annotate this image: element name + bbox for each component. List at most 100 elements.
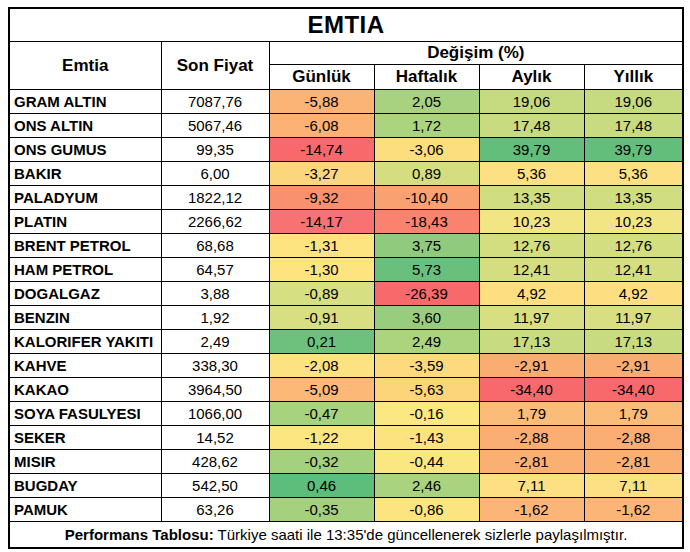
change-cell: -3,59 xyxy=(374,354,479,378)
change-cell: 19,06 xyxy=(479,90,584,114)
commodity-name: MISIR xyxy=(9,450,161,474)
table-row: BAKIR 6,00 -3,27 0,89 5,36 5,36 xyxy=(9,162,683,186)
table-row: PLATIN 2266,62 -14,17 -18,43 10,23 10,23 xyxy=(9,210,683,234)
change-cell: -5,09 xyxy=(269,378,374,402)
last-price: 3964,50 xyxy=(161,378,269,402)
commodity-name: GRAM ALTIN xyxy=(9,90,161,114)
change-cell: -0,47 xyxy=(269,402,374,426)
table-row: DOGALGAZ 3,88 -0,89 -26,39 4,92 4,92 xyxy=(9,282,683,306)
change-cell: 12,76 xyxy=(584,234,683,258)
table-title: EMTIA xyxy=(9,8,683,42)
performance-sheet: EMTIA Emtia Son Fiyat Değişim (%) Günlük… xyxy=(0,0,690,552)
change-cell: -0,16 xyxy=(374,402,479,426)
change-cell: 7,11 xyxy=(584,474,683,498)
footer-note: Performans Tablosu: Türkiye saati ile 13… xyxy=(9,522,683,549)
change-cell: -0,89 xyxy=(269,282,374,306)
last-price: 542,50 xyxy=(161,474,269,498)
change-cell: -5,88 xyxy=(269,90,374,114)
change-cell: 1,79 xyxy=(479,402,584,426)
change-cell: 5,36 xyxy=(479,162,584,186)
commodity-name: BUGDAY xyxy=(9,474,161,498)
change-cell: 12,41 xyxy=(479,258,584,282)
table-body: GRAM ALTIN 7087,76 -5,88 2,05 19,06 19,0… xyxy=(9,90,683,522)
change-cell: 13,35 xyxy=(479,186,584,210)
table-row: PALADYUM 1822,12 -9,32 -10,40 13,35 13,3… xyxy=(9,186,683,210)
change-cell: -1,22 xyxy=(269,426,374,450)
change-cell: 39,79 xyxy=(584,138,683,162)
commodity-name: ONS ALTIN xyxy=(9,114,161,138)
commodity-name: DOGALGAZ xyxy=(9,282,161,306)
last-price: 99,35 xyxy=(161,138,269,162)
commodity-name: BAKIR xyxy=(9,162,161,186)
table-row: GRAM ALTIN 7087,76 -5,88 2,05 19,06 19,0… xyxy=(9,90,683,114)
change-cell: 2,46 xyxy=(374,474,479,498)
commodity-name: SEKER xyxy=(9,426,161,450)
change-cell: 17,13 xyxy=(479,330,584,354)
change-cell: 2,05 xyxy=(374,90,479,114)
change-cell: -2,91 xyxy=(479,354,584,378)
col-header-degisim: Değişim (%) xyxy=(269,42,683,65)
table-row: KALORIFER YAKITI 2,49 0,21 2,49 17,13 17… xyxy=(9,330,683,354)
change-cell: 10,23 xyxy=(479,210,584,234)
commodity-name: PLATIN xyxy=(9,210,161,234)
last-price: 1,92 xyxy=(161,306,269,330)
change-cell: 0,89 xyxy=(374,162,479,186)
commodity-name: HAM PETROL xyxy=(9,258,161,282)
footer-row: Performans Tablosu: Türkiye saati ile 13… xyxy=(9,522,683,549)
last-price: 64,57 xyxy=(161,258,269,282)
last-price: 338,30 xyxy=(161,354,269,378)
col-header-haftalik: Haftalık xyxy=(374,65,479,90)
commodity-name: BENZIN xyxy=(9,306,161,330)
change-cell: -2,88 xyxy=(479,426,584,450)
table-row: BUGDAY 542,50 0,46 2,46 7,11 7,11 xyxy=(9,474,683,498)
change-cell: 4,92 xyxy=(479,282,584,306)
commodity-name: SOYA FASULYESI xyxy=(9,402,161,426)
table-row: ONS ALTIN 5067,46 -6,08 1,72 17,48 17,48 xyxy=(9,114,683,138)
table-row: KAKAO 3964,50 -5,09 -5,63 -34,40 -34,40 xyxy=(9,378,683,402)
change-cell: 2,49 xyxy=(374,330,479,354)
table-row: BENZIN 1,92 -0,91 3,60 11,97 11,97 xyxy=(9,306,683,330)
footer-note-text: Türkiye saati ile 13:35'de güncellenerek… xyxy=(214,526,628,543)
title-row: EMTIA xyxy=(9,8,683,42)
commodity-name: KALORIFER YAKITI xyxy=(9,330,161,354)
change-cell: 39,79 xyxy=(479,138,584,162)
change-cell: -2,91 xyxy=(584,354,683,378)
change-cell: 12,76 xyxy=(479,234,584,258)
change-cell: -34,40 xyxy=(479,378,584,402)
change-cell: 17,13 xyxy=(584,330,683,354)
table-row: SEKER 14,52 -1,22 -1,43 -2,88 -2,88 xyxy=(9,426,683,450)
change-cell: -1,62 xyxy=(584,498,683,522)
col-header-son-fiyat: Son Fiyat xyxy=(161,42,269,90)
last-price: 7087,76 xyxy=(161,90,269,114)
last-price: 68,68 xyxy=(161,234,269,258)
change-cell: -0,91 xyxy=(269,306,374,330)
table-row: SOYA FASULYESI 1066,00 -0,47 -0,16 1,79 … xyxy=(9,402,683,426)
last-price: 428,62 xyxy=(161,450,269,474)
commodity-name: PALADYUM xyxy=(9,186,161,210)
change-cell: 11,97 xyxy=(479,306,584,330)
table-row: HAM PETROL 64,57 -1,30 5,73 12,41 12,41 xyxy=(9,258,683,282)
last-price: 2,49 xyxy=(161,330,269,354)
last-price: 5067,46 xyxy=(161,114,269,138)
change-cell: -0,35 xyxy=(269,498,374,522)
commodity-name: KAKAO xyxy=(9,378,161,402)
change-cell: -3,06 xyxy=(374,138,479,162)
change-cell: -1,62 xyxy=(479,498,584,522)
change-cell: 0,21 xyxy=(269,330,374,354)
change-cell: -34,40 xyxy=(584,378,683,402)
change-cell: -26,39 xyxy=(374,282,479,306)
change-cell: 5,73 xyxy=(374,258,479,282)
table-row: PAMUK 63,26 -0,35 -0,86 -1,62 -1,62 xyxy=(9,498,683,522)
table-row: BRENT PETROL 68,68 -1,31 3,75 12,76 12,7… xyxy=(9,234,683,258)
change-cell: 1,72 xyxy=(374,114,479,138)
change-cell: 10,23 xyxy=(584,210,683,234)
col-header-emtia: Emtia xyxy=(9,42,161,90)
change-cell: -2,08 xyxy=(269,354,374,378)
change-cell: 4,92 xyxy=(584,282,683,306)
change-cell: -10,40 xyxy=(374,186,479,210)
change-cell: -3,27 xyxy=(269,162,374,186)
change-cell: -5,63 xyxy=(374,378,479,402)
last-price: 63,26 xyxy=(161,498,269,522)
header-row-top: Emtia Son Fiyat Değişim (%) xyxy=(9,42,683,65)
change-cell: -0,86 xyxy=(374,498,479,522)
